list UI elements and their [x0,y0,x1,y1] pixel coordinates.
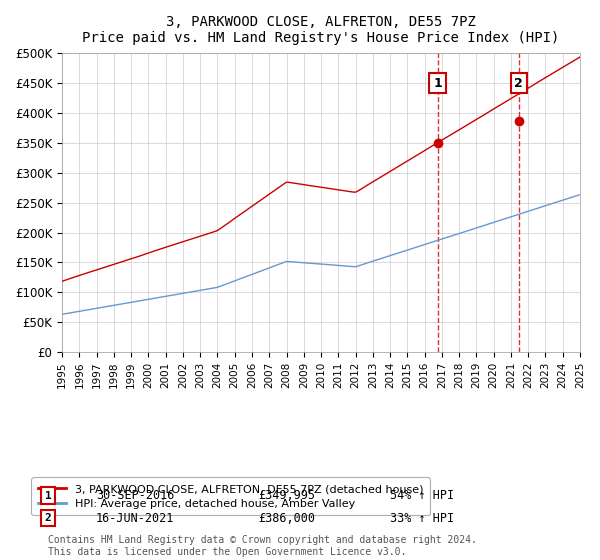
Text: 1: 1 [433,77,442,90]
Title: 3, PARKWOOD CLOSE, ALFRETON, DE55 7PZ
Price paid vs. HM Land Registry's House Pr: 3, PARKWOOD CLOSE, ALFRETON, DE55 7PZ Pr… [82,15,560,45]
Text: Contains HM Land Registry data © Crown copyright and database right 2024.
This d: Contains HM Land Registry data © Crown c… [48,535,477,557]
Text: 2: 2 [514,77,523,90]
Text: 33% ↑ HPI: 33% ↑ HPI [390,511,454,525]
Legend: 3, PARKWOOD CLOSE, ALFRETON, DE55 7PZ (detached house), HPI: Average price, deta: 3, PARKWOOD CLOSE, ALFRETON, DE55 7PZ (d… [31,477,430,515]
Text: 1: 1 [44,491,52,501]
Text: 2: 2 [44,513,52,523]
Text: £349,995: £349,995 [258,489,315,502]
Text: 16-JUN-2021: 16-JUN-2021 [96,511,175,525]
Text: 54% ↑ HPI: 54% ↑ HPI [390,489,454,502]
Text: 30-SEP-2016: 30-SEP-2016 [96,489,175,502]
Text: £386,000: £386,000 [258,511,315,525]
